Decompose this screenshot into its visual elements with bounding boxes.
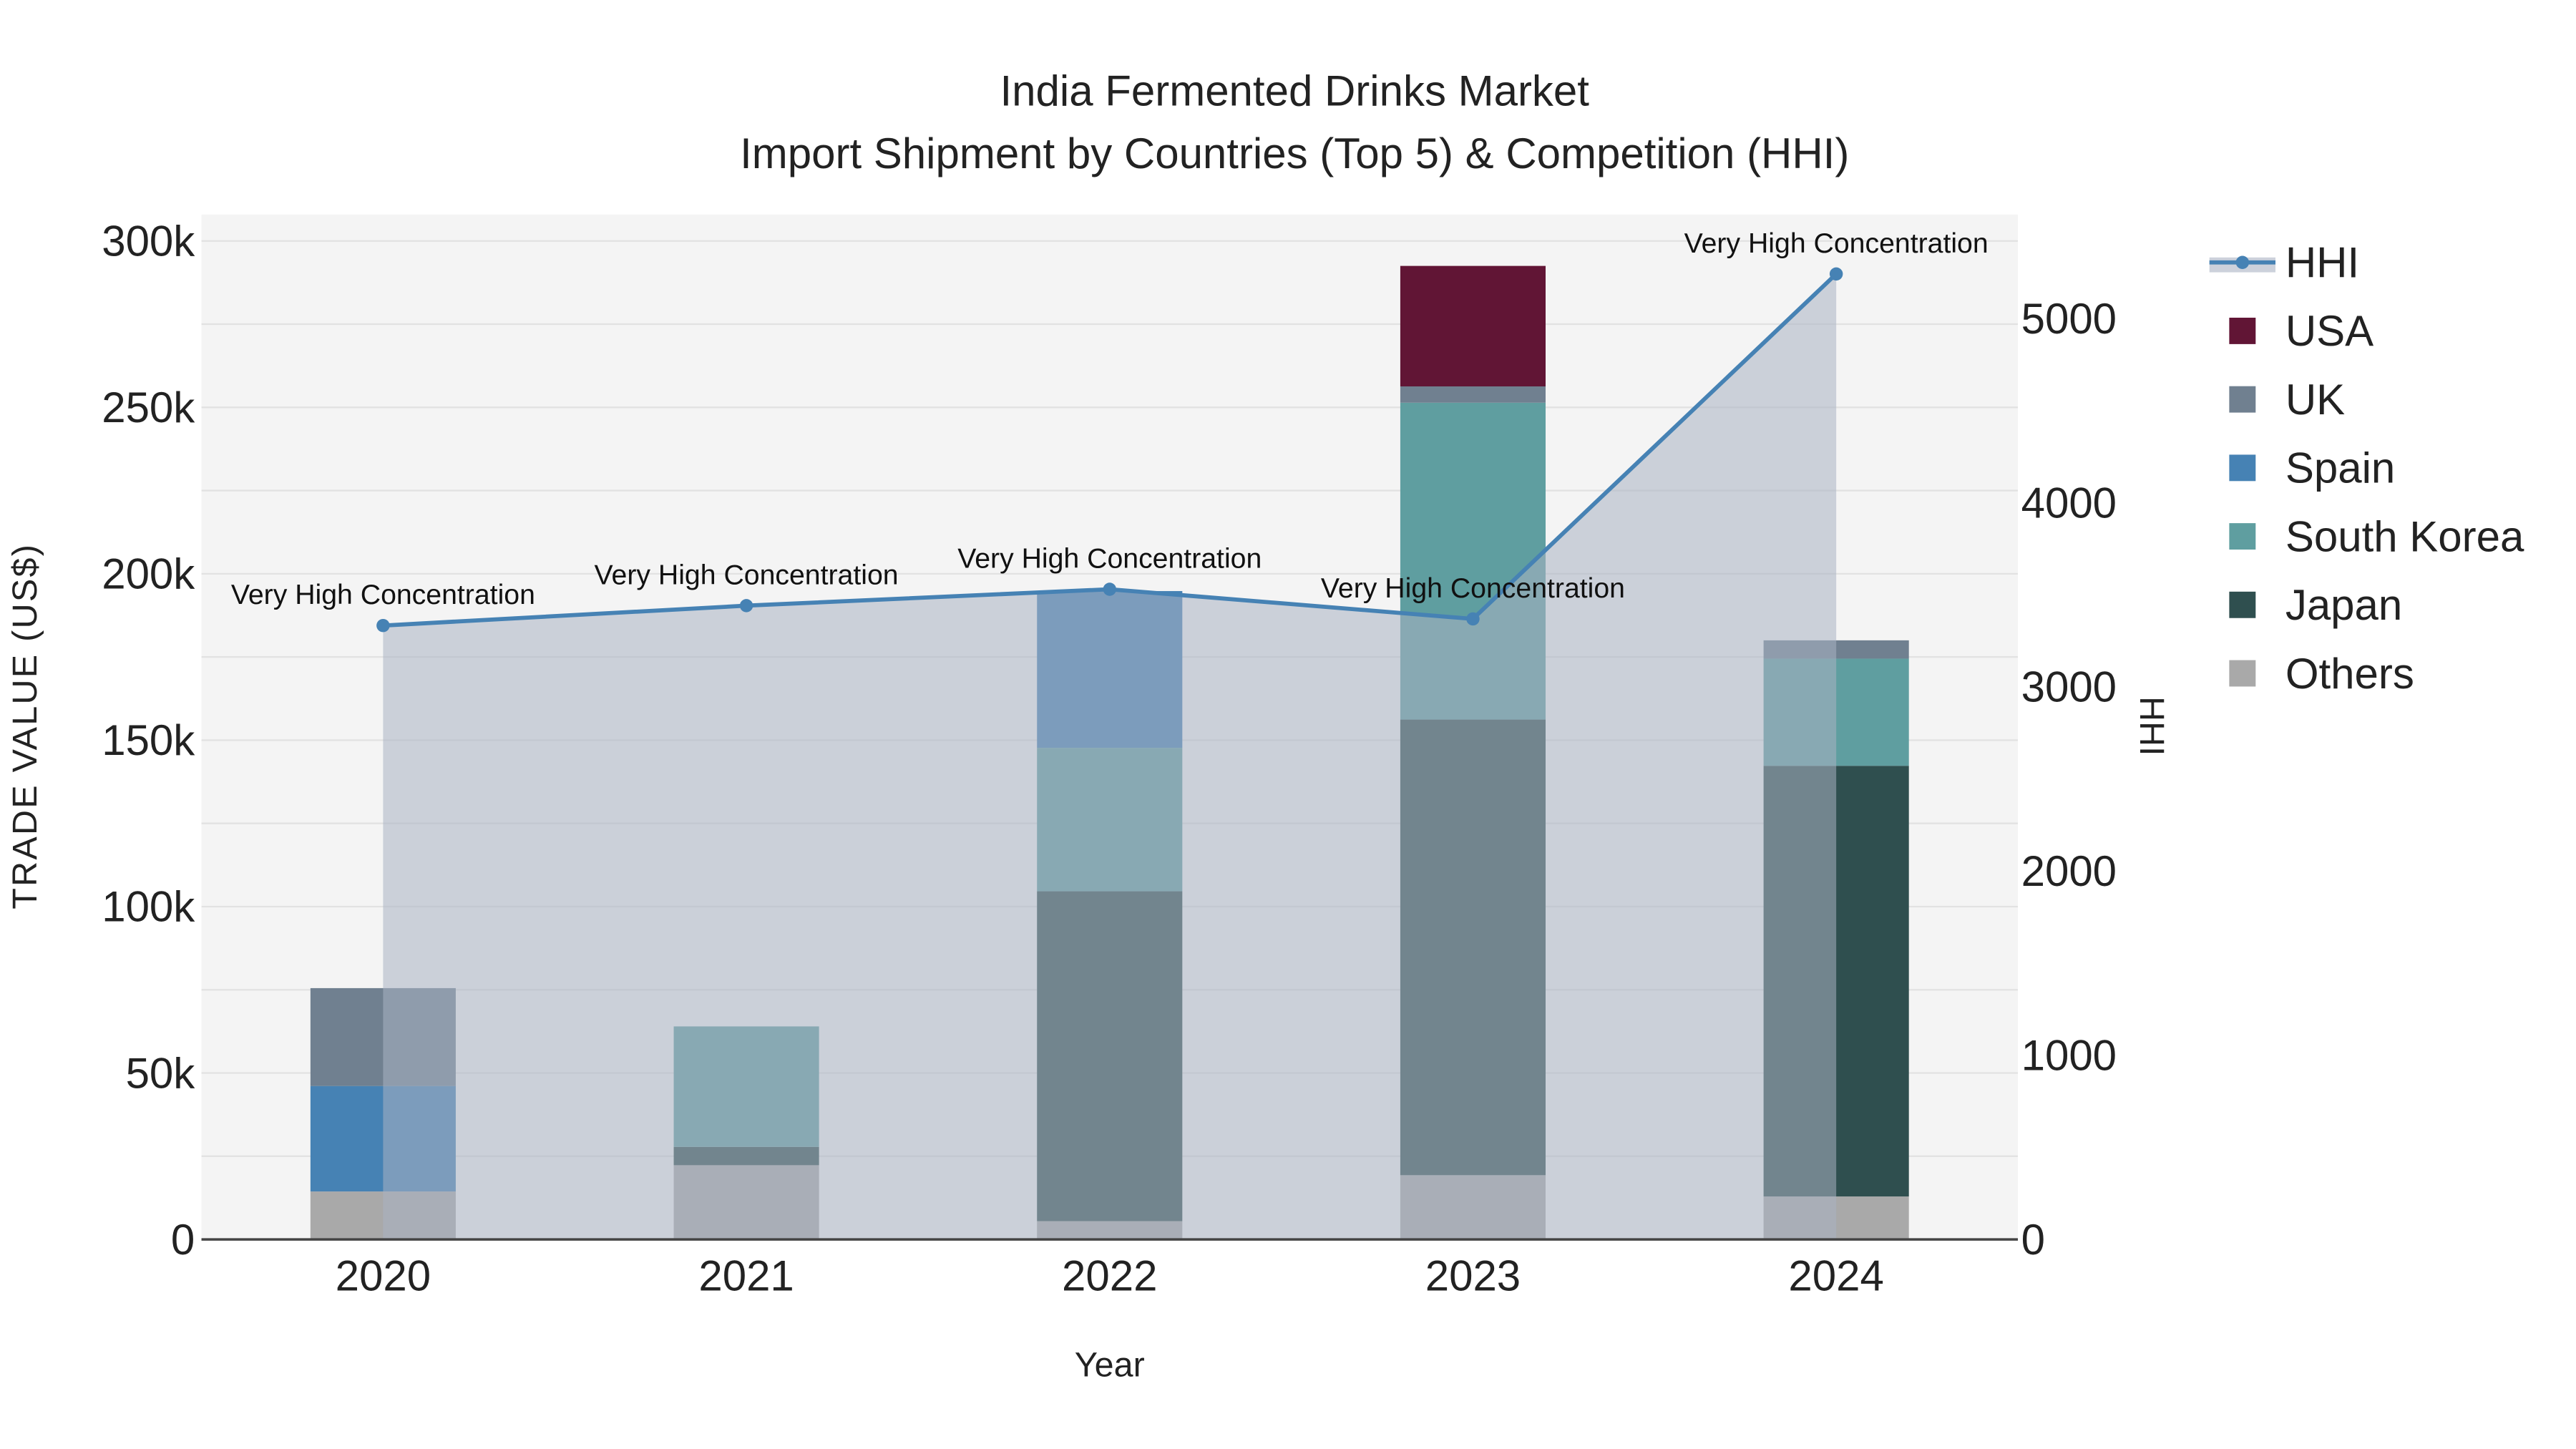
hhi-annotation: Very High Concentration <box>1321 573 1625 604</box>
y2-axis: 0 1000 2000 3000 4000 5000 <box>2021 295 2117 1264</box>
legend-swatch-uk <box>2229 386 2256 413</box>
x-axis-title: Year <box>1075 1346 1145 1385</box>
y2-tick-label: 3000 <box>2021 663 2117 711</box>
hhi-annotation: Very High Concentration <box>1684 228 1989 259</box>
legend-label: Japan <box>2285 581 2402 629</box>
hhi-point <box>1103 582 1116 596</box>
x-axis: 2020 2021 2022 2023 2024 <box>336 1252 1884 1300</box>
y-tick-label: 200k <box>102 550 195 598</box>
y2-tick-label: 1000 <box>2021 1031 2117 1079</box>
hhi-annotation: Very High Concentration <box>231 580 535 610</box>
y-tick-label: 250k <box>102 384 195 431</box>
hhi-series: Very High Concentration Very High Concent… <box>231 228 1989 1240</box>
y-tick-label: 50k <box>126 1049 196 1097</box>
y2-tick-label: 4000 <box>2021 479 2117 527</box>
y-tick-label: 100k <box>102 883 195 931</box>
hhi-area <box>383 273 1837 1240</box>
legend-swatch-south-korea <box>2229 523 2256 550</box>
y-axis-title: TRADE VALUE (US$) <box>6 543 44 909</box>
hhi-annotation: Very High Concentration <box>957 544 1262 575</box>
legend-label: Spain <box>2285 444 2395 492</box>
y2-tick-label: 5000 <box>2021 295 2117 343</box>
legend-swatch-hhi-marker <box>2235 255 2250 269</box>
y-tick-label: 0 <box>171 1216 195 1264</box>
y-axis: 0 50k 100k 150k 200k 250k 300k <box>102 218 195 1264</box>
hhi-point <box>1829 267 1843 281</box>
y2-tick-label: 2000 <box>2021 847 2117 895</box>
legend-label: USA <box>2285 307 2373 355</box>
hhi-point <box>376 618 390 633</box>
legend-swatch-others <box>2229 660 2256 687</box>
y-tick-label: 300k <box>102 218 195 265</box>
x-tick-label: 2024 <box>1788 1252 1883 1300</box>
legend-label: HHI <box>2285 238 2359 286</box>
chart-subtitle: Import Shipment by Countries (Top 5) & C… <box>740 130 1849 177</box>
x-tick-label: 2023 <box>1425 1252 1521 1300</box>
hhi-annotation: Very High Concentration <box>595 560 899 590</box>
x-tick-label: 2021 <box>698 1252 794 1300</box>
x-tick-label: 2022 <box>1062 1252 1157 1300</box>
y2-tick-label: 0 <box>2021 1216 2045 1264</box>
legend-swatch-spain <box>2229 454 2256 482</box>
legend-label: South Korea <box>2285 512 2524 560</box>
legend-swatch-japan <box>2229 591 2256 618</box>
bar-uk <box>1400 386 1546 403</box>
y2-axis-title: HHI <box>2132 696 2171 756</box>
x-tick-label: 2020 <box>336 1252 431 1300</box>
chart-title: India Fermented Drinks Market <box>1000 67 1590 115</box>
hhi-point <box>1466 612 1480 626</box>
bar-usa <box>1400 265 1546 386</box>
legend-swatch-usa <box>2229 317 2256 344</box>
legend: HHI USA UK Spain South Korea Japan Others <box>2209 238 2524 698</box>
legend-label: Others <box>2285 650 2414 698</box>
legend-label: UK <box>2285 376 2345 424</box>
y-tick-label: 150k <box>102 716 195 764</box>
hhi-point <box>739 599 753 613</box>
